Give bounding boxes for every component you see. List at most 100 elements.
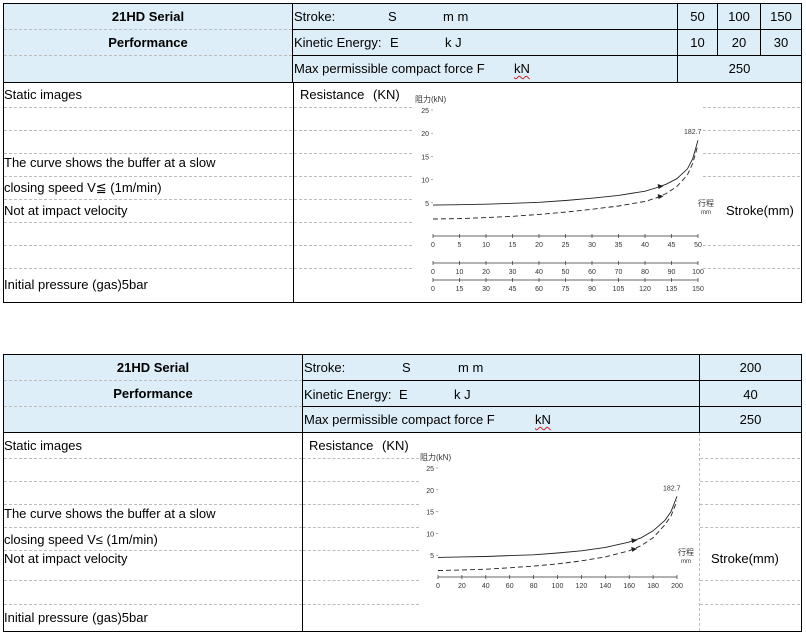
x-tick-label: 75 [562,286,570,293]
divider [4,504,302,505]
border [801,354,802,632]
resistance-stroke-chart-2: 阻力(kN) 5 10 15 20 25 0 20 40 60 80 100 120 140 160 180 2… [420,452,694,590]
border [3,3,801,4]
x-tick-label: 50 [694,242,702,249]
resistance-unit: (KN) [382,438,409,453]
energy-value-2: 20 [731,35,747,50]
divider [303,458,419,459]
border [3,82,801,83]
border [699,354,700,432]
stroke-label: Stroke: [294,9,336,24]
stroke-axis-note: Stroke(mm) [726,203,794,218]
divider [4,604,302,605]
energy-symbol: E [390,35,399,50]
curve-note-line-3: Not at impact velocity [4,203,128,218]
divider [703,176,800,177]
stroke-value-3: 150 [770,9,792,24]
x-tick-label: 30 [482,286,490,293]
border [302,354,303,632]
y-tick-label: 20 [421,131,429,138]
divider [4,153,292,154]
y-tick-label: 15 [426,510,434,517]
x-tick-label: 60 [506,583,514,590]
x-tick-label: 20 [458,583,466,590]
peak-label: 182.7 [663,485,681,492]
stroke-unit: m m [443,9,469,24]
divider [294,199,412,200]
stroke-value-1: 50 [690,9,705,24]
stroke-symbol: S [388,9,397,24]
x-tick-label: 0 [431,269,435,276]
divider [303,580,419,581]
divider [4,268,292,269]
divider [4,222,292,223]
x-tick-label: 10 [456,269,464,276]
x-tick-label: 100 [692,269,704,276]
force-value: 250 [739,412,762,427]
peak-label: 182.7 [684,129,702,136]
compression-curve [432,140,699,206]
energy-label: Kinetic Energy: [294,35,382,50]
force-value: 250 [728,61,751,76]
direction-arrow [657,194,664,200]
stroke-label: Stroke: [304,360,346,375]
x-tick-label: 120 [576,583,588,590]
x-tick-label: 200 [671,583,683,590]
resistance-stroke-chart-1: 阻力(kN) 5 10 15 20 25 0 5 10 15 20 25 30 35 40 45 50 0 10 20… [415,94,714,293]
curve-note-line-2: closing speed V≦ (1m/min) [4,180,162,195]
initial-pressure: Initial pressure (gas)5bar [4,610,148,625]
x-tick-label: 90 [588,286,596,293]
divider [4,55,292,56]
divider [303,527,419,528]
divider [4,176,292,177]
divider [4,406,302,407]
border [3,432,801,433]
divider [4,199,292,200]
table-title: 21HD Serial [116,360,190,375]
y-tick-label: 10 [421,178,429,185]
direction-arrow [657,183,664,189]
y-axis-label: 阻力(kN) [420,452,451,462]
divider [294,222,412,223]
y-tick-label: 20 [426,488,434,495]
border [3,354,801,355]
y-tick-label: 10 [426,531,434,538]
x-tick-label: 90 [668,269,676,276]
border [293,55,801,56]
x-tick-label: 40 [482,583,490,590]
x-tick-label: 180 [647,583,659,590]
x-tick-label: 120 [639,286,651,293]
energy-unit: k J [445,35,462,50]
header-background [3,354,801,432]
divider [700,458,800,459]
border [3,631,801,632]
border [303,406,801,407]
divider [700,481,800,482]
divider [703,153,800,154]
divider [294,268,412,269]
x-tick-label: 0 [431,242,435,249]
divider [4,580,302,581]
direction-arrow [631,546,638,552]
return-curve [437,500,678,571]
table-subtitle: Performance [108,35,188,50]
divider [4,481,302,482]
border [801,3,802,303]
border [292,3,293,83]
x-tick-label: 20 [535,242,543,249]
x-tick-label: 0 [431,286,435,293]
energy-value: 40 [743,387,758,402]
y-tick-label: 25 [421,108,429,115]
y-tick-label: 5 [430,553,434,560]
x-tick-label: 30 [588,242,596,249]
divider [294,245,412,246]
divider [703,107,800,108]
force-unit: kN [514,61,530,76]
x-tick-label: 0 [436,583,440,590]
x-tick-label: 160 [623,583,635,590]
divider [303,481,419,482]
x-tick-label: 50 [562,269,570,276]
stroke-axis-note: Stroke(mm) [711,551,779,566]
divider [700,504,800,505]
x-tick-label: 30 [509,269,517,276]
